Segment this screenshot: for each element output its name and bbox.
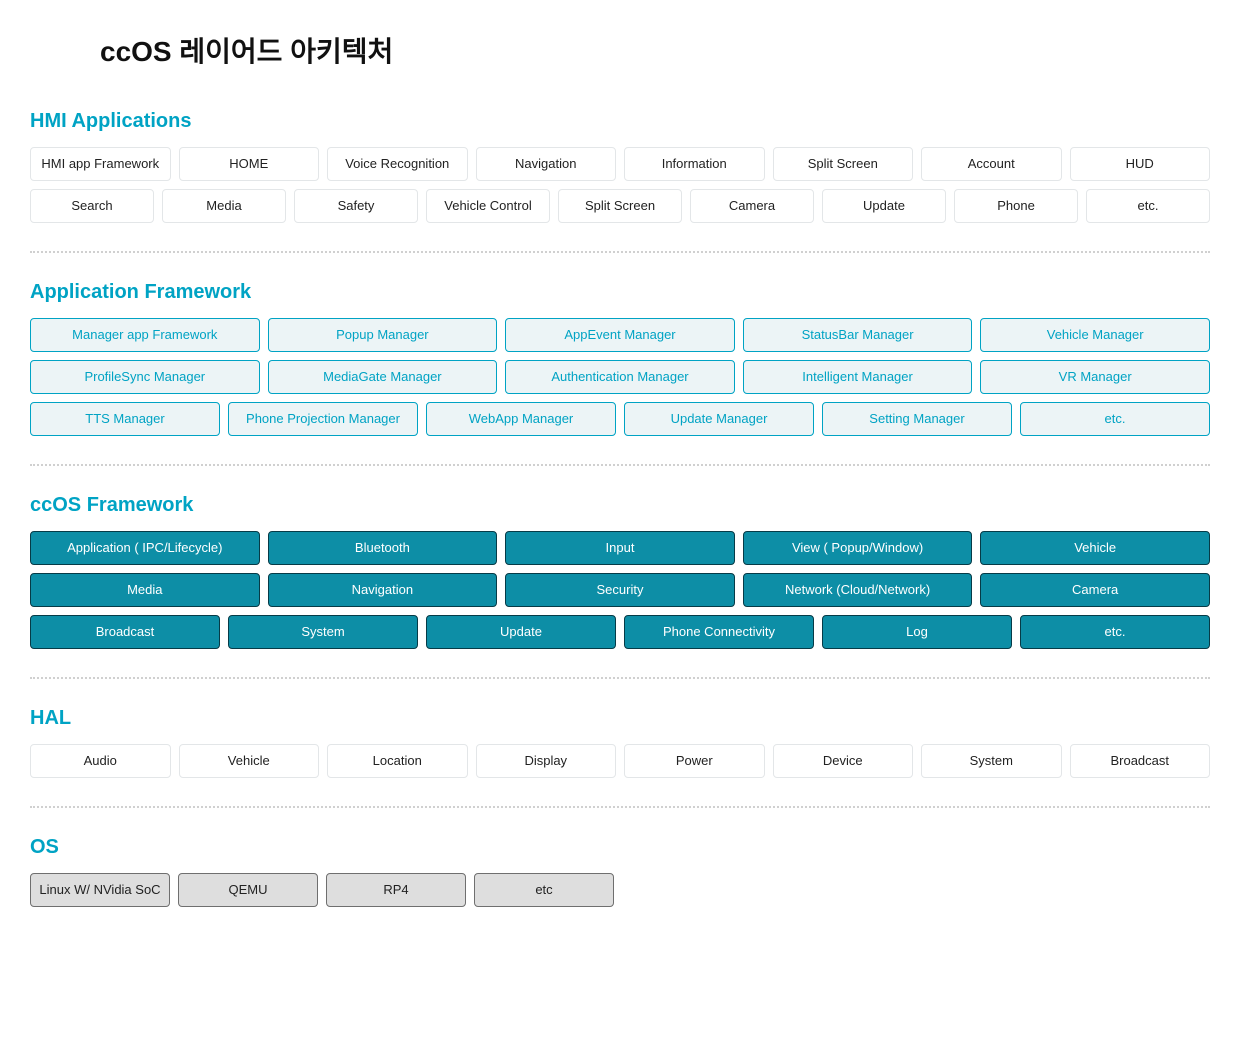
layer-title: ccOS Framework: [30, 494, 1210, 517]
module-box: AppEvent Manager: [505, 318, 735, 352]
module-box: Input: [505, 531, 735, 565]
module-box: Location: [327, 744, 468, 778]
module-box: Intelligent Manager: [743, 360, 973, 394]
layer-application-framework: Application Framework Manager app Framewo…: [30, 281, 1210, 436]
module-box: Broadcast: [30, 615, 220, 649]
layer-row: HMI app FrameworkHOMEVoice RecognitionNa…: [30, 147, 1210, 181]
layer-row: ProfileSync ManagerMediaGate ManagerAuth…: [30, 360, 1210, 394]
module-box: Voice Recognition: [327, 147, 468, 181]
module-box: HMI app Framework: [30, 147, 171, 181]
layer-row: Application ( IPC/Lifecycle)BluetoothInp…: [30, 531, 1210, 565]
module-box: Power: [624, 744, 765, 778]
module-box: QEMU: [178, 873, 318, 907]
module-box: Update: [426, 615, 616, 649]
module-box: HUD: [1070, 147, 1211, 181]
module-box: Authentication Manager: [505, 360, 735, 394]
module-box: Navigation: [268, 573, 498, 607]
module-box: MediaGate Manager: [268, 360, 498, 394]
module-box: VR Manager: [980, 360, 1210, 394]
layer-hal: HAL AudioVehicleLocationDisplayPowerDevic…: [30, 707, 1210, 778]
module-box: Information: [624, 147, 765, 181]
module-box: Network (Cloud/Network): [743, 573, 973, 607]
module-box: Media: [30, 573, 260, 607]
module-box: Split Screen: [558, 189, 682, 223]
module-box: View ( Popup/Window): [743, 531, 973, 565]
module-box: StatusBar Manager: [743, 318, 973, 352]
layer-row: MediaNavigationSecurityNetwork (Cloud/Ne…: [30, 573, 1210, 607]
module-box: etc.: [1020, 402, 1210, 436]
layer-row: BroadcastSystemUpdatePhone ConnectivityL…: [30, 615, 1210, 649]
layer-title: OS: [30, 836, 1210, 859]
module-box: Media: [162, 189, 286, 223]
module-box: Safety: [294, 189, 418, 223]
layer-row: SearchMediaSafetyVehicle ControlSplit Sc…: [30, 189, 1210, 223]
layer-os: OS Linux W/ NVidia SoCQEMURP4etc: [30, 836, 1210, 907]
module-box: Audio: [30, 744, 171, 778]
layer-row: Linux W/ NVidia SoCQEMURP4etc: [30, 873, 1210, 907]
module-box: Manager app Framework: [30, 318, 260, 352]
module-box: Update Manager: [624, 402, 814, 436]
module-box: System: [228, 615, 418, 649]
layer-row: AudioVehicleLocationDisplayPowerDeviceSy…: [30, 744, 1210, 778]
module-box: System: [921, 744, 1062, 778]
module-box: Navigation: [476, 147, 617, 181]
module-box: Vehicle: [980, 531, 1210, 565]
module-box: etc.: [1086, 189, 1210, 223]
module-box: Account: [921, 147, 1062, 181]
layer-divider: [30, 464, 1210, 466]
module-box: TTS Manager: [30, 402, 220, 436]
module-box: Search: [30, 189, 154, 223]
module-box: RP4: [326, 873, 466, 907]
module-box: Device: [773, 744, 914, 778]
layer-title: Application Framework: [30, 281, 1210, 304]
layer-divider: [30, 677, 1210, 679]
layer-title: HMI Applications: [30, 110, 1210, 133]
layer-row: Manager app FrameworkPopup ManagerAppEve…: [30, 318, 1210, 352]
module-box: Display: [476, 744, 617, 778]
module-box: Vehicle Control: [426, 189, 550, 223]
layers-container: HMI Applications HMI app FrameworkHOMEVoi…: [30, 110, 1210, 907]
layer-divider: [30, 806, 1210, 808]
module-box: Vehicle: [179, 744, 320, 778]
page-title: ccOS 레이어드 아키텍처: [100, 30, 1210, 70]
module-box: Security: [505, 573, 735, 607]
module-box: etc: [474, 873, 614, 907]
module-box: Split Screen: [773, 147, 914, 181]
module-box: Update: [822, 189, 946, 223]
module-box: Popup Manager: [268, 318, 498, 352]
module-box: Camera: [690, 189, 814, 223]
module-box: Phone: [954, 189, 1078, 223]
layer-hmi-applications: HMI Applications HMI app FrameworkHOMEVoi…: [30, 110, 1210, 223]
module-box: Phone Connectivity: [624, 615, 814, 649]
module-box: Log: [822, 615, 1012, 649]
module-box: Phone Projection Manager: [228, 402, 418, 436]
layer-row: TTS ManagerPhone Projection ManagerWebAp…: [30, 402, 1210, 436]
module-box: Vehicle Manager: [980, 318, 1210, 352]
module-box: HOME: [179, 147, 320, 181]
module-box: Bluetooth: [268, 531, 498, 565]
layer-ccos-framework: ccOS Framework Application ( IPC/Lifecycl…: [30, 494, 1210, 649]
layer-title: HAL: [30, 707, 1210, 730]
module-box: WebApp Manager: [426, 402, 616, 436]
module-box: etc.: [1020, 615, 1210, 649]
module-box: Application ( IPC/Lifecycle): [30, 531, 260, 565]
layer-divider: [30, 251, 1210, 253]
module-box: Broadcast: [1070, 744, 1211, 778]
module-box: Setting Manager: [822, 402, 1012, 436]
module-box: ProfileSync Manager: [30, 360, 260, 394]
module-box: Camera: [980, 573, 1210, 607]
module-box: Linux W/ NVidia SoC: [30, 873, 170, 907]
